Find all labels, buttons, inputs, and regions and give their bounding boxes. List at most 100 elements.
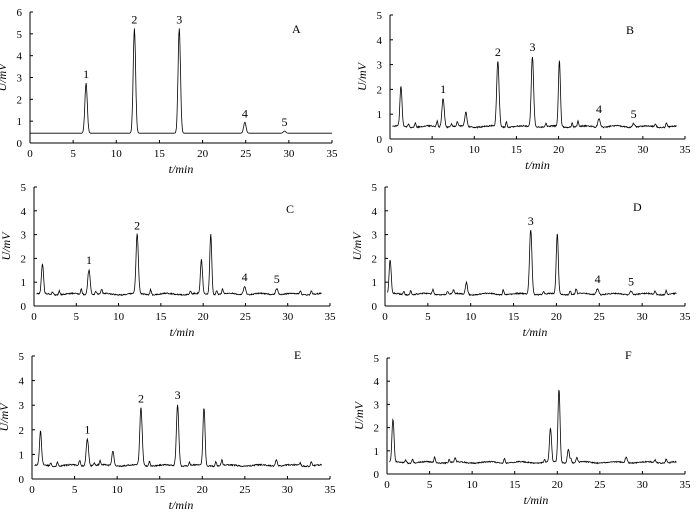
y-tick-label: 4	[17, 51, 23, 63]
x-tick-label: 30	[282, 311, 294, 323]
y-tick-label: 4	[19, 376, 25, 388]
x-tick-label: 15	[508, 311, 520, 323]
peak-label: 5	[628, 275, 634, 289]
peak-label: 4	[596, 102, 602, 116]
y-tick-label: 4	[374, 376, 380, 388]
y-tick-label: 5	[19, 351, 25, 363]
y-tick-label: 5	[372, 182, 378, 194]
chromatogram-trace	[34, 404, 322, 468]
chart-panel-d: 0 5 10 15 20 25 30 35 0 1 2 3 4 5 t/min U/mV D 3 4 5	[350, 182, 691, 339]
chart-panel-f: 0 5 10 15 20 25 30 35 0 1 2 3 4 5 t/min U/mV F	[352, 348, 691, 507]
panel-letter: C	[286, 202, 294, 216]
y-axis-label: U/mV	[352, 400, 366, 430]
x-tick-label: 35	[325, 484, 337, 496]
y-tick-label: 3	[374, 399, 380, 411]
y-tick-label: 1	[372, 277, 378, 289]
y-tick-label: 0	[377, 134, 383, 146]
chart-panel-b: 0 5 10 15 20 25 30 35 0 1 2 3 4 5 t/min U/mV B 1 2 3 4 5	[355, 10, 691, 172]
x-tick-label: 15	[511, 144, 523, 156]
peak-label: 2	[134, 219, 140, 233]
chromatogram-trace	[387, 230, 677, 297]
y-tick-label: 0	[372, 301, 378, 313]
peak-label: 5	[274, 272, 280, 286]
peak-label: 3	[175, 388, 181, 402]
peak-label: 2	[131, 12, 137, 26]
x-tick-label: 10	[465, 311, 477, 323]
peak-label: 3	[528, 214, 534, 228]
y-tick-label: 3	[377, 60, 383, 72]
x-tick-label: 25	[239, 484, 251, 496]
x-tick-label: 0	[31, 311, 37, 323]
peak-label: 1	[86, 253, 92, 267]
y-tick-label: 1	[377, 109, 383, 121]
x-tick-label: 15	[154, 148, 166, 160]
x-axis-label: t/min	[523, 325, 548, 339]
peak-label: 2	[138, 392, 144, 406]
peak-label: 4	[242, 270, 248, 284]
x-tick-label: 30	[283, 148, 295, 160]
y-tick-label: 5	[17, 29, 23, 41]
chart-panel-c: 0 5 10 15 20 25 30 35 0 1 2 3 4 5 t/min U/mV C 1 2 4 5	[0, 182, 336, 339]
x-tick-label: 10	[113, 311, 125, 323]
y-tick-label: 1	[21, 277, 27, 289]
y-tick-label: 4	[377, 35, 383, 47]
x-axis-label: t/min	[524, 493, 549, 507]
peak-label: 3	[529, 40, 535, 54]
y-tick-label: 4	[21, 206, 27, 218]
y-tick-label: 3	[21, 230, 27, 242]
x-tick-label: 25	[595, 144, 607, 156]
peak-label: 3	[176, 12, 182, 26]
y-tick-label: 5	[374, 353, 380, 365]
x-axis-label: t/min	[169, 162, 194, 176]
x-tick-label: 10	[112, 484, 124, 496]
x-tick-label: 30	[637, 144, 649, 156]
peak-label: 5	[282, 115, 288, 129]
y-axis-label: U/mV	[0, 62, 9, 92]
y-tick-label: 0	[21, 301, 27, 313]
y-tick-label: 1	[17, 116, 23, 128]
y-tick-label: 2	[19, 425, 25, 437]
x-tick-label: 0	[387, 144, 393, 156]
peak-label: 1	[440, 82, 446, 96]
y-tick-label: 6	[17, 7, 23, 19]
chromatogram-trace	[392, 56, 677, 129]
x-tick-label: 35	[325, 311, 337, 323]
y-tick-label: 2	[17, 94, 23, 106]
x-tick-label: 35	[680, 311, 692, 323]
x-tick-label: 30	[282, 484, 294, 496]
peak-label: 1	[84, 422, 90, 436]
peak-label: 4	[595, 272, 601, 286]
panel-letter: E	[294, 348, 301, 362]
x-tick-label: 5	[425, 311, 431, 323]
y-tick-label: 3	[17, 73, 23, 85]
peak-label: 5	[631, 107, 637, 121]
y-axis-label: U/mV	[350, 231, 364, 261]
x-tick-label: 10	[111, 148, 123, 160]
chromatogram-trace	[30, 28, 332, 134]
x-tick-label: 25	[594, 479, 606, 491]
chart-panel-a: 0 5 10 15 20 25 30 35 0 1 2 3 4 5 6 t/min U/mV A 1 2 3 4 5	[0, 7, 338, 176]
x-tick-label: 10	[467, 479, 479, 491]
peak-label: 1	[83, 67, 89, 81]
y-tick-label: 2	[374, 423, 380, 435]
y-axis-label: U/mV	[355, 61, 369, 91]
x-axis-label: t/min	[525, 158, 550, 172]
x-tick-label: 0	[382, 311, 388, 323]
y-tick-label: 2	[21, 253, 27, 265]
x-tick-label: 25	[594, 311, 606, 323]
y-tick-label: 2	[372, 253, 378, 265]
x-tick-label: 10	[469, 144, 481, 156]
peak-label: 4	[242, 106, 248, 120]
x-tick-label: 5	[429, 144, 435, 156]
x-tick-label: 0	[29, 484, 35, 496]
x-tick-label: 15	[154, 484, 166, 496]
y-tick-label: 0	[374, 469, 380, 481]
x-tick-label: 5	[72, 484, 78, 496]
x-tick-label: 20	[553, 144, 565, 156]
y-tick-label: 5	[377, 10, 383, 22]
x-tick-label: 20	[551, 311, 563, 323]
x-tick-label: 20	[198, 311, 210, 323]
x-tick-label: 30	[637, 311, 649, 323]
y-axis-label: U/mV	[0, 402, 11, 432]
